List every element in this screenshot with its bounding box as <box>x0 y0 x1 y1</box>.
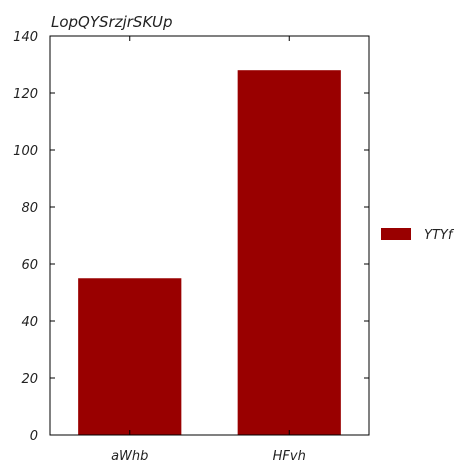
x-tick-label: HFvh <box>273 449 306 464</box>
bars-group <box>78 70 341 435</box>
legend-label: YTYf <box>424 228 455 243</box>
y-axis: 0 20 40 60 80 100 120 140 <box>13 30 369 444</box>
y-tick-label: 140 <box>13 30 38 45</box>
legend: YTYf <box>381 228 455 243</box>
y-tick-label: 80 <box>21 201 38 216</box>
y-tick-label: 20 <box>21 372 38 387</box>
bar-HFvh <box>237 70 341 435</box>
plot-frame <box>49 35 370 436</box>
x-axis: aWhb HFvh <box>111 36 306 464</box>
y-tick-label: 60 <box>21 258 38 273</box>
chart-title: LopQYSrzjrSKUp <box>51 13 173 31</box>
bar-aWhb <box>78 278 182 435</box>
legend-swatch <box>381 228 411 240</box>
x-tick-label: aWhb <box>111 449 148 464</box>
y-tick-label: 40 <box>21 315 38 330</box>
y-tick-label: 100 <box>13 144 38 159</box>
y-tick-label: 120 <box>13 87 38 102</box>
y-tick-label: 0 <box>30 429 38 444</box>
